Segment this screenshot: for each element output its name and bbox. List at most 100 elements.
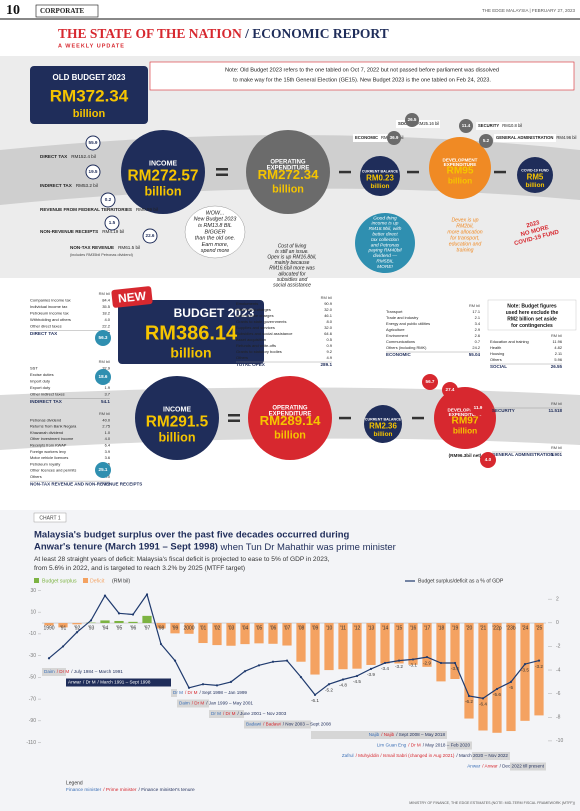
label: Note: Budget figures — [507, 303, 557, 309]
x-tick-label: '24 — [522, 625, 529, 631]
line-point — [327, 683, 331, 686]
item-value: RM0.59 bil — [136, 207, 158, 212]
list-item: Supplies and services — [236, 325, 275, 330]
item-box — [494, 134, 556, 142]
minus — [339, 170, 351, 174]
budget-circle — [360, 156, 400, 196]
item-box — [476, 122, 520, 130]
label: INCOME — [163, 406, 191, 413]
data-label: -3.9 — [367, 672, 375, 677]
y-tick-label: -50 — [29, 675, 36, 681]
list-total-value: 26.55 — [551, 364, 563, 369]
label: RM2.36 — [369, 421, 397, 430]
label: OLD BUDGET 2023 — [53, 73, 126, 82]
list-value: 32.0 — [324, 307, 333, 312]
label: WOW... — [206, 210, 225, 216]
tenure-bar — [311, 731, 447, 739]
bar — [450, 623, 460, 679]
data-label: -5 — [509, 685, 514, 690]
line-point — [355, 674, 359, 678]
tenure-bar — [177, 699, 209, 708]
bar — [506, 623, 516, 732]
list-header: RM bil — [99, 411, 110, 416]
line-point — [313, 693, 317, 696]
list-item: Withholding and others — [30, 317, 71, 322]
tenure-bar — [171, 689, 177, 697]
tenure-part: Daim — [179, 701, 190, 706]
label: BIGGER — [205, 229, 226, 235]
list-value: 11.96 — [553, 339, 562, 344]
list-item: Others — [236, 355, 248, 360]
list-total: NON-TAX REVENUE AND NON-REVENUE RECEIPTS — [30, 481, 142, 486]
list-item: Refunds and write-offs — [236, 343, 276, 348]
legend-swatch — [83, 578, 88, 583]
list-item: Agriculture — [386, 327, 405, 332]
label: Opex is up RM16.8bil, — [267, 255, 316, 261]
label: social assistance — [273, 283, 311, 289]
label: EXPENDITURE — [269, 411, 312, 417]
x-tick-label: '03 — [228, 625, 235, 631]
list-item: Others — [490, 357, 502, 362]
label: tax collection — [371, 237, 399, 243]
tenure-part: / Badawi — [263, 722, 281, 727]
data-label: -4.5 — [353, 679, 361, 684]
share-bubble — [95, 462, 111, 478]
line-point — [509, 680, 513, 683]
tenure-part: Badawi — [246, 722, 261, 727]
label: RM291.5 — [146, 413, 209, 430]
speech — [184, 205, 246, 259]
label: training — [456, 247, 473, 253]
label: billion — [370, 183, 389, 190]
label: (includes RM35bil Petronas dividend) — [70, 253, 134, 257]
line-point — [467, 694, 471, 698]
tenure-part: / Dec 2022 till present — [500, 764, 545, 769]
line-point — [103, 594, 107, 597]
x-tick-label: 2000 — [183, 625, 194, 631]
list-item: Asset acquisition — [236, 337, 266, 342]
line-point — [397, 659, 401, 662]
bar — [352, 623, 362, 669]
label: billion — [274, 429, 306, 441]
list-total-value: 289.1 — [321, 362, 333, 367]
item-value: RM152.4 bil — [71, 154, 96, 159]
label: MORE! — [377, 264, 393, 270]
line-point — [285, 659, 289, 662]
bar — [254, 623, 264, 644]
list-value: 4.9 — [326, 355, 332, 360]
list-item: Returns from Bank Negara — [30, 424, 77, 429]
list-item: Debt service charges — [236, 313, 274, 318]
label: DEVELOPMENT — [448, 408, 483, 413]
label: billion — [170, 345, 211, 361]
legend-label: Budget surplus — [42, 578, 77, 584]
tenure-part: Anwar — [68, 680, 81, 685]
list-value: 4.0 — [105, 474, 111, 479]
data-label: -5.2 — [325, 687, 333, 692]
label: CHART 1 — [39, 515, 60, 521]
tenure-part: Dr M — [173, 690, 183, 695]
data-label: -2.9 — [423, 660, 431, 665]
x-tick-label: '02 — [214, 625, 221, 631]
label: for transport, — [450, 235, 479, 241]
tenure-part: / Dr M — [57, 669, 70, 674]
list-total: INDIRECT TAX — [30, 399, 63, 404]
data-label: -3.4 — [451, 666, 459, 671]
y2-tick-label: -6 — [556, 691, 561, 697]
list-value: 3.9 — [105, 449, 110, 454]
line-point — [75, 631, 79, 634]
list-value: 3.4 — [475, 321, 481, 326]
legend-part: Finance minister — [66, 787, 102, 793]
share: 56.3 — [99, 335, 108, 340]
list-value: 4.82 — [554, 345, 562, 350]
devex-item: SOCIAL RM25.16 bil — [398, 121, 439, 126]
tenure-part: / Dr M — [408, 743, 421, 748]
legend-label: Deficit — [90, 578, 105, 584]
label: paying RM40bil — [367, 248, 402, 254]
label: to make way for the 15th General Electio… — [233, 77, 491, 83]
y-tick-label: -70 — [29, 696, 36, 702]
data-label: -6.2 — [465, 699, 473, 704]
x-tick-label: '20 — [466, 625, 473, 631]
bar — [198, 623, 208, 644]
tenure-part: Lim Guan Eng — [377, 743, 407, 748]
list-value: 35.5 — [102, 304, 111, 309]
line-point — [257, 664, 261, 667]
